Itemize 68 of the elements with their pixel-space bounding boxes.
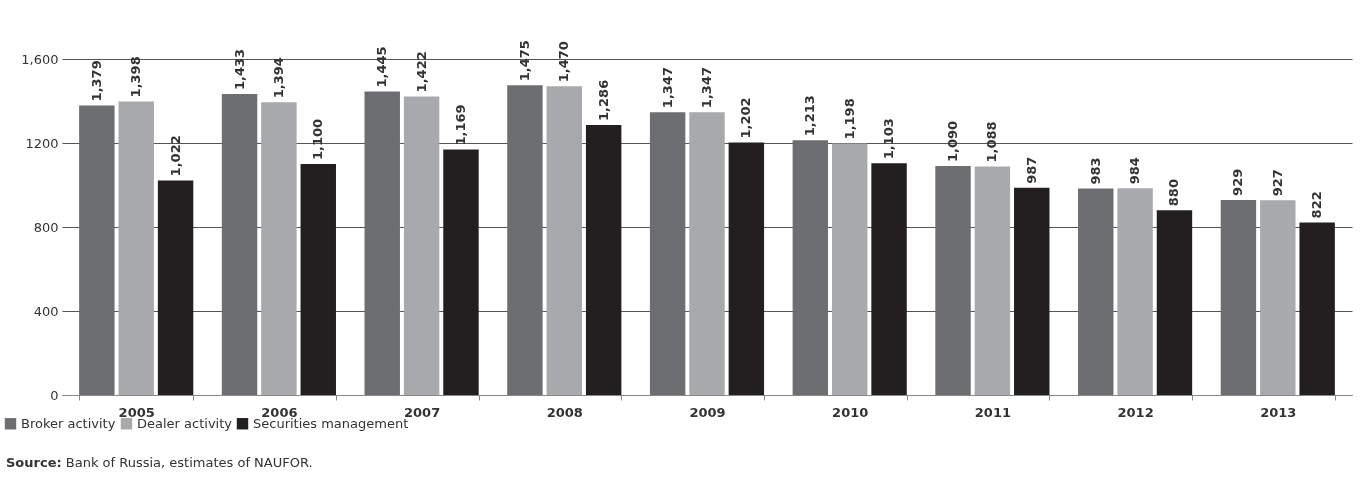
bar (443, 149, 479, 395)
bar (1078, 188, 1114, 395)
data-label: 1,286 (595, 79, 611, 121)
bar (935, 166, 971, 395)
x-tick-label: 2009 (689, 404, 726, 420)
x-tick-label: 2011 (974, 404, 1011, 420)
y-tick-label: 800 (33, 219, 59, 235)
data-label: 1,347 (659, 67, 675, 109)
data-label: 1,202 (738, 97, 754, 139)
data-label: 1,379 (88, 60, 104, 102)
bar (507, 85, 543, 395)
bar (831, 143, 868, 395)
bar (689, 112, 725, 395)
data-label: 1,422 (413, 51, 429, 93)
data-label: 1,213 (802, 95, 818, 137)
data-label: 1,433 (231, 48, 247, 91)
bar (1260, 200, 1296, 395)
data-label: 1,347 (699, 67, 714, 109)
bar (871, 163, 907, 395)
data-label: 927 (1269, 169, 1285, 197)
x-tick-label: 2008 (546, 404, 583, 420)
bar (1117, 188, 1153, 395)
source-note: Source: Bank of Russia, estimates of NAUFOR. (6, 455, 313, 470)
data-label: 1,198 (841, 98, 857, 140)
bar (974, 166, 1011, 395)
x-tick-label: 2012 (1117, 404, 1154, 420)
data-label: 822 (1309, 191, 1325, 219)
data-label: 880 (1166, 179, 1182, 207)
data-label: 1,169 (452, 104, 468, 146)
y-tick-label: 1,600 (21, 51, 59, 67)
bar (79, 105, 115, 395)
y-tick-label: 0 (50, 387, 59, 403)
bar (364, 91, 400, 395)
bar (403, 96, 440, 395)
x-tick-label: 2010 (832, 404, 869, 420)
bar (118, 101, 154, 395)
bar (585, 124, 622, 395)
bar (157, 180, 194, 395)
data-label: 1,090 (945, 120, 961, 163)
data-label: 1,022 (167, 135, 183, 177)
y-tick-label: 400 (33, 303, 59, 319)
bar (261, 102, 297, 395)
data-label: 929 (1230, 168, 1246, 196)
data-label: 1,398 (128, 56, 144, 98)
bar (792, 140, 829, 395)
data-label: 1,445 (374, 46, 390, 88)
bar (649, 112, 686, 395)
x-tick-label: 2013 (1260, 404, 1297, 420)
data-label: 1,088 (984, 121, 1000, 163)
data-label: 984 (1127, 157, 1143, 185)
data-label: 1,394 (270, 57, 286, 99)
bar (1299, 222, 1335, 395)
y-tick-label: 1200 (25, 135, 59, 151)
bar (728, 142, 765, 395)
bar (1014, 187, 1050, 395)
data-label: 983 (1087, 157, 1103, 185)
data-label: 987 (1023, 156, 1039, 184)
data-label: 1,470 (556, 41, 572, 83)
bar (221, 94, 258, 395)
legend-label: Broker activity (21, 415, 116, 431)
bar (1156, 210, 1193, 395)
bar (546, 86, 583, 395)
bar (300, 164, 336, 395)
data-label: 1,100 (310, 118, 326, 160)
bar (1220, 199, 1257, 395)
x-tick-label: 2007 (404, 404, 441, 420)
data-label: 1,475 (516, 40, 532, 82)
data-label: 1,103 (881, 118, 897, 160)
